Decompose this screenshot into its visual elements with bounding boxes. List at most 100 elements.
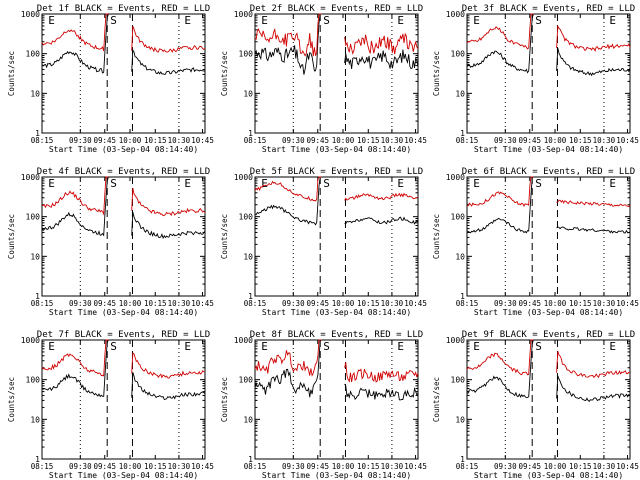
x-tick-label: 09:45 <box>306 136 329 145</box>
panel-det-7f: Det 7f BLACK = Events, RED = LLD 1 10 100 10… <box>7 330 214 480</box>
x-tick-label: 10:00 <box>544 299 567 308</box>
x-tick-label: 10:45 <box>616 299 639 308</box>
x-tick-label: 09:45 <box>518 299 541 308</box>
y-tick-label: 100 <box>26 50 41 59</box>
panel-det-4f: Det 4f BLACK = Events, RED = LLD 1 10 100 10… <box>7 167 214 317</box>
series-events-line <box>41 13 205 75</box>
x-tick-label: 08:15 <box>244 299 267 308</box>
marker-label-s: S <box>535 14 542 27</box>
marker-label-e: E <box>397 177 404 190</box>
x-tick-label: 09:30 <box>69 462 92 471</box>
panel-det-9f: Det 9f BLACK = Events, RED = LLD 1 10 100 10… <box>432 330 639 480</box>
marker-label-e: E <box>397 340 404 353</box>
x-tick-label: 10:00 <box>544 462 567 471</box>
x-tick-label: 10:15 <box>144 462 167 471</box>
x-tick-label: 10:00 <box>332 462 355 471</box>
series-lld-line <box>467 176 631 208</box>
series-lld-line <box>254 13 419 57</box>
x-tick-label: 08:15 <box>456 136 479 145</box>
marker-label-s: S <box>323 14 330 27</box>
y-tick-label: 1 <box>248 292 253 301</box>
y-axis-label: Counts/sec <box>220 51 229 96</box>
x-tick-label: 10:45 <box>191 299 214 308</box>
y-tick-label: 10 <box>30 89 40 98</box>
marker-label-s: S <box>323 340 330 353</box>
marker-label-s: S <box>110 14 117 27</box>
x-tick-label: 09:45 <box>306 299 329 308</box>
y-tick-label: 100 <box>26 213 41 222</box>
plot-frame <box>254 13 419 134</box>
series-lld-line <box>41 339 206 379</box>
plot-frame <box>466 339 631 460</box>
y-tick-label: 10 <box>30 415 40 424</box>
series-events-line <box>254 176 419 226</box>
x-tick-label: 10:15 <box>569 462 592 471</box>
y-tick-label: 10 <box>243 415 253 424</box>
panel-title: Det 6f BLACK = Events, RED = LLD <box>462 167 635 177</box>
series-lld-line <box>466 13 631 52</box>
plot-frame <box>41 339 206 460</box>
x-tick-label: 10:15 <box>357 299 380 308</box>
x-tick-label: 10:00 <box>544 136 567 145</box>
series-events-line <box>466 176 631 234</box>
marker-label-e: E <box>48 14 55 27</box>
series-events-line <box>254 339 419 401</box>
y-axis-label: Counts/sec <box>432 214 441 259</box>
marker-label-e: E <box>397 14 404 27</box>
x-axis-label: Start Time (03-Sep-04 08:14:40) <box>262 308 411 317</box>
x-tick-label: 10:30 <box>593 462 616 471</box>
x-axis-label: Start Time (03-Sep-04 08:14:40) <box>49 145 198 154</box>
y-tick-label: 1000 <box>446 336 465 345</box>
marker-label-s: S <box>535 340 542 353</box>
x-tick-label: 10:45 <box>191 462 214 471</box>
x-tick-label: 09:30 <box>69 136 92 145</box>
marker-label-s: S <box>323 177 330 190</box>
x-tick-label: 10:30 <box>381 299 404 308</box>
marker-label-e: E <box>184 177 191 190</box>
x-tick-label: 10:15 <box>569 299 592 308</box>
panel-det-6f: Det 6f BLACK = Events, RED = LLD 1 10 100 10… <box>432 167 639 317</box>
panel-title: Det 4f BLACK = Events, RED = LLD <box>37 167 210 177</box>
y-tick-label: 10 <box>455 252 465 261</box>
y-tick-label: 1000 <box>234 173 253 182</box>
series-events-line <box>466 13 631 77</box>
marker-label-e: E <box>609 14 616 27</box>
plot-frame <box>466 176 631 297</box>
y-tick-label: 1000 <box>446 10 465 19</box>
x-tick-label: 10:30 <box>593 136 616 145</box>
panel-det-3f: Det 3f BLACK = Events, RED = LLD 1 10 100 10… <box>432 4 639 154</box>
y-tick-label: 100 <box>239 213 254 222</box>
marker-label-e: E <box>184 14 191 27</box>
x-tick-label: 09:30 <box>494 299 517 308</box>
y-axis-label: Counts/sec <box>220 214 229 259</box>
x-tick-label: 09:30 <box>494 462 517 471</box>
marker-label-e: E <box>261 14 268 27</box>
plot-frame <box>466 13 631 134</box>
y-axis-label: Counts/sec <box>220 377 229 422</box>
y-axis-label: Counts/sec <box>7 51 16 96</box>
panel-det-1f: Det 1f BLACK = Events, RED = LLD 1 10 100 10… <box>7 4 214 154</box>
panel-det-2f: Det 2f BLACK = Events, RED = LLD 1 10 100 10… <box>220 4 427 154</box>
y-tick-label: 10 <box>455 89 465 98</box>
series-lld-line <box>254 176 419 202</box>
x-axis-label: Start Time (03-Sep-04 08:14:40) <box>474 471 623 480</box>
x-tick-label: 08:15 <box>31 299 54 308</box>
x-tick-label: 10:15 <box>357 462 380 471</box>
x-tick-label: 08:15 <box>244 136 267 145</box>
x-tick-label: 10:00 <box>332 299 355 308</box>
x-tick-label: 08:15 <box>244 462 267 471</box>
plot-frame <box>41 13 206 134</box>
y-tick-label: 100 <box>451 213 466 222</box>
y-tick-label: 1000 <box>446 173 465 182</box>
series-lld-line <box>41 176 206 217</box>
x-tick-label: 10:45 <box>191 136 214 145</box>
x-tick-label: 10:30 <box>168 462 191 471</box>
x-tick-label: 10:30 <box>381 462 404 471</box>
panel-title: Det 2f BLACK = Events, RED = LLD <box>250 4 423 14</box>
x-tick-label: 10:30 <box>381 136 404 145</box>
y-tick-label: 1000 <box>234 10 253 19</box>
y-tick-label: 1000 <box>21 336 40 345</box>
x-tick-label: 10:45 <box>404 462 427 471</box>
x-axis-label: Start Time (03-Sep-04 08:14:40) <box>474 145 623 154</box>
